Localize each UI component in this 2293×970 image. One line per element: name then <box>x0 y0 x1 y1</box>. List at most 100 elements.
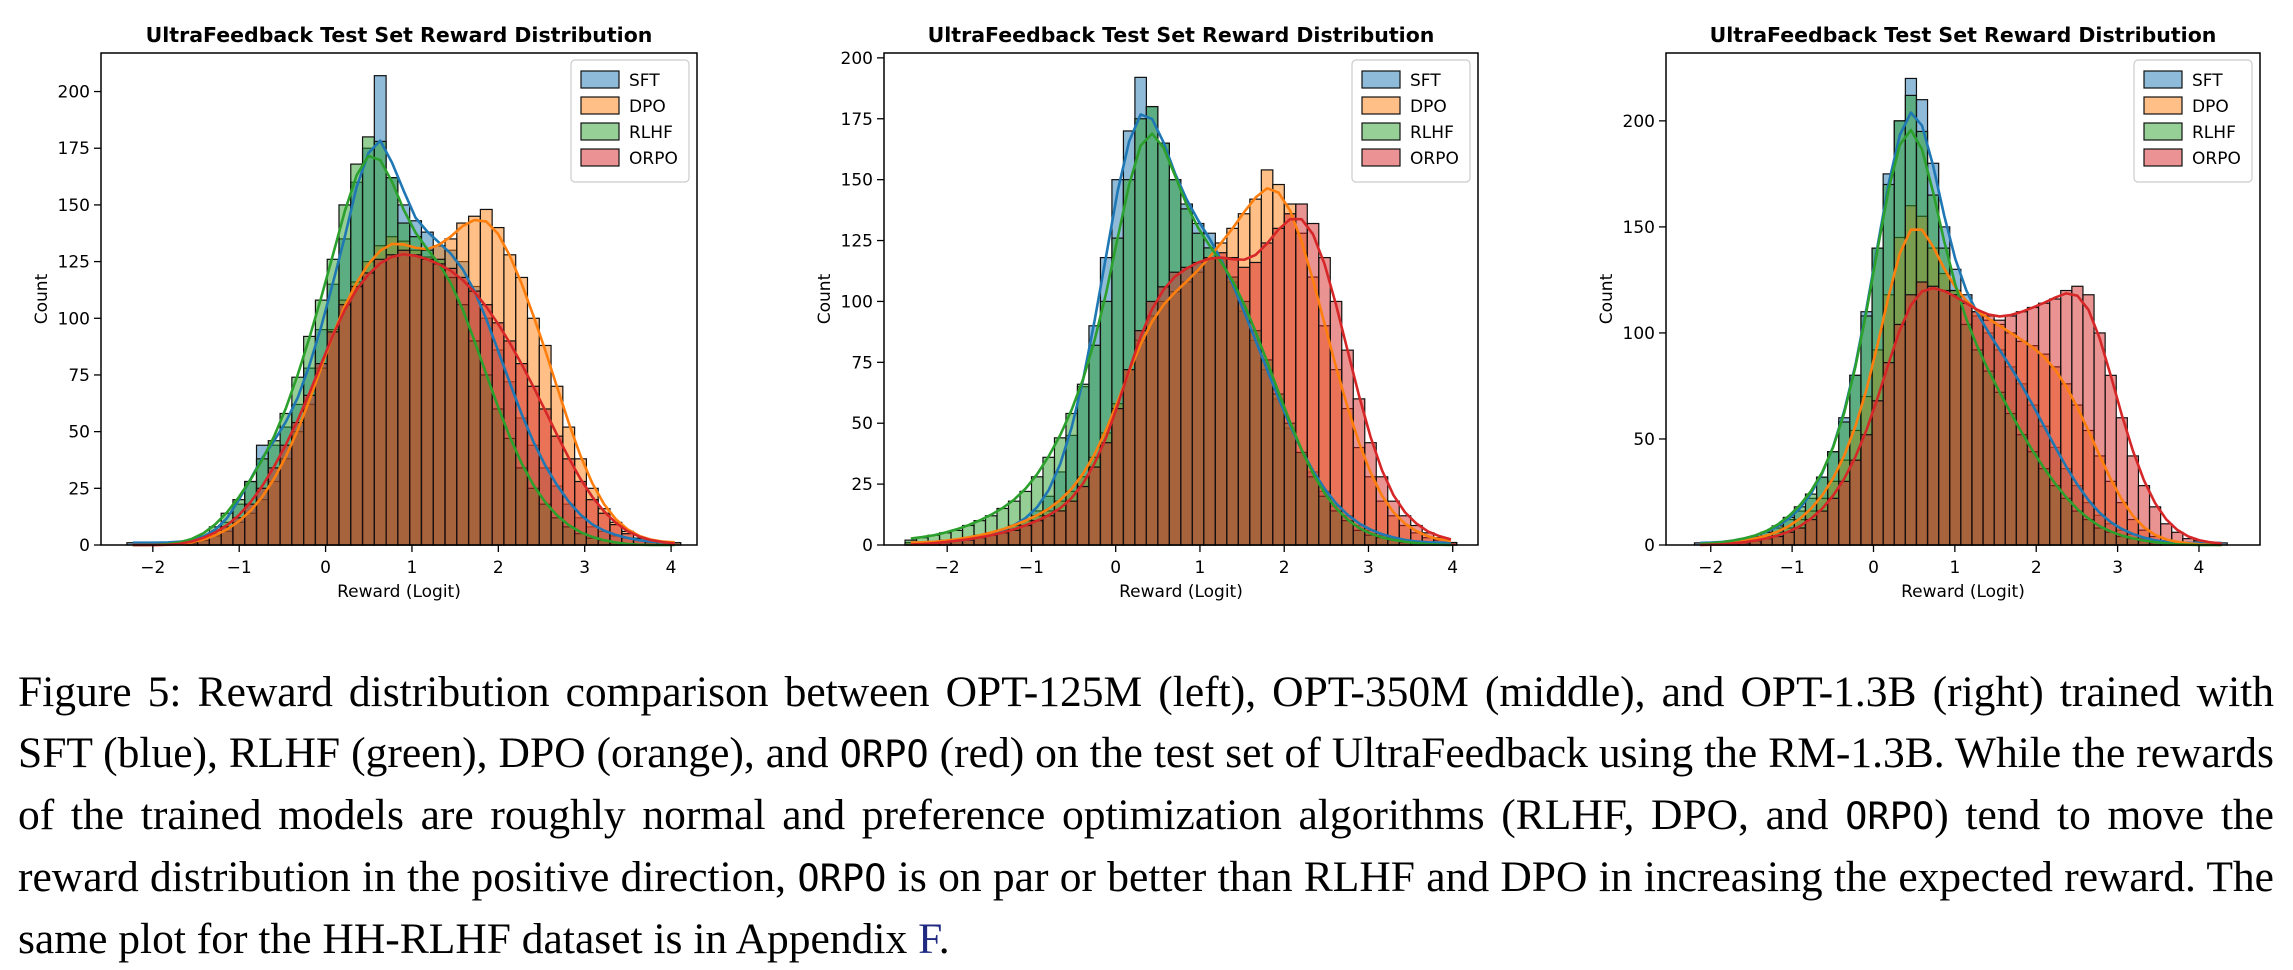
bar-orpo <box>1938 289 1951 546</box>
bar-orpo <box>1871 400 1884 546</box>
x-tick-label: 4 <box>2194 558 2205 578</box>
bar-orpo <box>1191 261 1205 546</box>
bar-orpo <box>2004 315 2017 546</box>
bar-orpo <box>1283 213 1297 546</box>
caption-orpo-3: ORPO <box>797 857 887 900</box>
bar-orpo <box>326 331 340 546</box>
legend-label-dpo: DPO <box>2192 97 2229 117</box>
y-tick-label: 200 <box>841 49 873 69</box>
bar-orpo <box>1134 330 1148 546</box>
bar-orpo <box>1982 315 1995 546</box>
x-tick-label: 1 <box>1949 558 1960 578</box>
figure-caption: Figure 5: Reward distribution comparison… <box>18 662 2274 970</box>
curve-orpo <box>910 217 1452 546</box>
chart-panel-2: −2 −1 0 1 2 3 4 0 25 50 75 100 125 150 175 200 UltraFeed… <box>815 23 1479 602</box>
y-axis-label: Count <box>1597 273 1617 324</box>
bar-orpo <box>420 258 434 546</box>
legend-swatch-sft <box>1361 70 1401 89</box>
y-tick-label: 175 <box>841 110 873 130</box>
plot-frame <box>1665 52 2261 546</box>
bar-orpo <box>279 444 293 546</box>
bar-orpo <box>526 385 540 546</box>
y-tick-label: 100 <box>841 292 873 312</box>
bar-orpo <box>2060 289 2073 546</box>
legend-label-sft: SFT <box>2192 71 2223 91</box>
y-tick-label: 200 <box>58 83 90 103</box>
bar-orpo <box>479 304 493 546</box>
legend: SFT DPO RLHF ORPO <box>570 59 690 183</box>
y-tick-label: 200 <box>1623 112 1655 132</box>
legend-swatch-rlhf <box>580 122 620 141</box>
bar-orpo <box>538 408 552 546</box>
caption-orpo-2: ORPO <box>1845 795 1935 838</box>
bar-orpo <box>1099 442 1113 546</box>
bar-orpo <box>409 254 423 546</box>
x-tick-label: −2 <box>140 558 165 578</box>
y-tick-label: 0 <box>79 536 90 556</box>
bar-orpo <box>385 254 399 546</box>
x-tick-label: 1 <box>407 558 418 578</box>
x-tick-label: −1 <box>1780 558 1805 578</box>
y-tick-label: 50 <box>68 423 90 443</box>
legend-label-dpo: DPO <box>629 97 666 117</box>
y-tick-label: 0 <box>862 536 873 556</box>
x-tick-label: 1 <box>1195 558 1206 578</box>
y-tick-label: 75 <box>851 353 873 373</box>
bar-orpo <box>444 267 458 546</box>
y-axis-label: Count <box>32 273 52 324</box>
bar-orpo <box>1042 515 1056 546</box>
series-orpo-bars <box>1727 281 2217 546</box>
curve-sft <box>132 139 675 545</box>
bar-orpo <box>1065 500 1079 546</box>
x-tick-label: 2 <box>493 558 504 578</box>
chart-title: UltraFeedback Test Set Reward Distributi… <box>1710 23 2217 47</box>
appendix-link[interactable]: F <box>918 915 939 963</box>
chart-title: UltraFeedback Test Set Reward Distributi… <box>146 23 653 47</box>
y-tick-label: 125 <box>58 253 90 273</box>
bar-orpo <box>1260 242 1274 546</box>
legend-swatch-sft <box>580 70 620 89</box>
bar-orpo <box>397 249 411 546</box>
bar-orpo <box>1019 524 1033 546</box>
bar-orpo <box>314 363 328 546</box>
bar-orpo <box>1893 323 1906 546</box>
bar-orpo <box>1111 408 1125 546</box>
bar-orpo <box>1904 294 1918 546</box>
bar-orpo <box>1882 362 1895 546</box>
legend-label-dpo: DPO <box>1410 97 1447 117</box>
bar-orpo <box>1926 285 1940 546</box>
y-axis-label: Count <box>815 273 835 324</box>
legend: SFT DPO RLHF ORPO <box>1351 59 1471 183</box>
bar-orpo <box>1318 256 1331 546</box>
caption-part-3: ) tend to move the reward distribution i… <box>18 791 2274 901</box>
curve-orpo <box>132 252 675 547</box>
bar-orpo <box>1157 286 1170 546</box>
legend-swatch-dpo <box>2143 96 2183 115</box>
bar-orpo <box>338 304 352 546</box>
chart-title: UltraFeedback Test Set Reward Distributi… <box>928 23 1435 47</box>
x-tick-label: 0 <box>320 558 331 578</box>
x-tick-label: 3 <box>579 558 590 578</box>
chart-panel-3: −2 −1 0 1 2 3 4 0 50 100 150 200 UltraFeedback Test … <box>1597 23 2261 602</box>
bar-orpo <box>2049 298 2062 546</box>
y-tick-label: 0 <box>1644 536 1655 556</box>
bar-orpo <box>1180 266 1193 546</box>
bar-orpo <box>1088 466 1102 546</box>
y-tick-label: 100 <box>58 309 90 329</box>
y-tick-label: 175 <box>58 139 90 159</box>
y-tick-label: 150 <box>1623 218 1655 238</box>
legend-label-rlhf: RLHF <box>2192 123 2236 143</box>
x-tick-label: −1 <box>227 558 252 578</box>
bar-orpo <box>1915 281 1929 546</box>
caption-end: . <box>938 915 950 963</box>
bar-orpo <box>1053 510 1067 546</box>
x-axis-label: Reward (Logit) <box>1119 582 1243 602</box>
legend-swatch-dpo <box>580 96 620 115</box>
plot-frame <box>100 52 698 546</box>
bar-orpo <box>1815 510 1829 546</box>
bar-orpo <box>1145 300 1159 546</box>
legend-swatch-orpo <box>1361 148 1401 167</box>
bar-orpo <box>1030 520 1044 546</box>
legend-label-orpo: ORPO <box>629 149 678 169</box>
legend-swatch-rlhf <box>1361 122 1401 141</box>
